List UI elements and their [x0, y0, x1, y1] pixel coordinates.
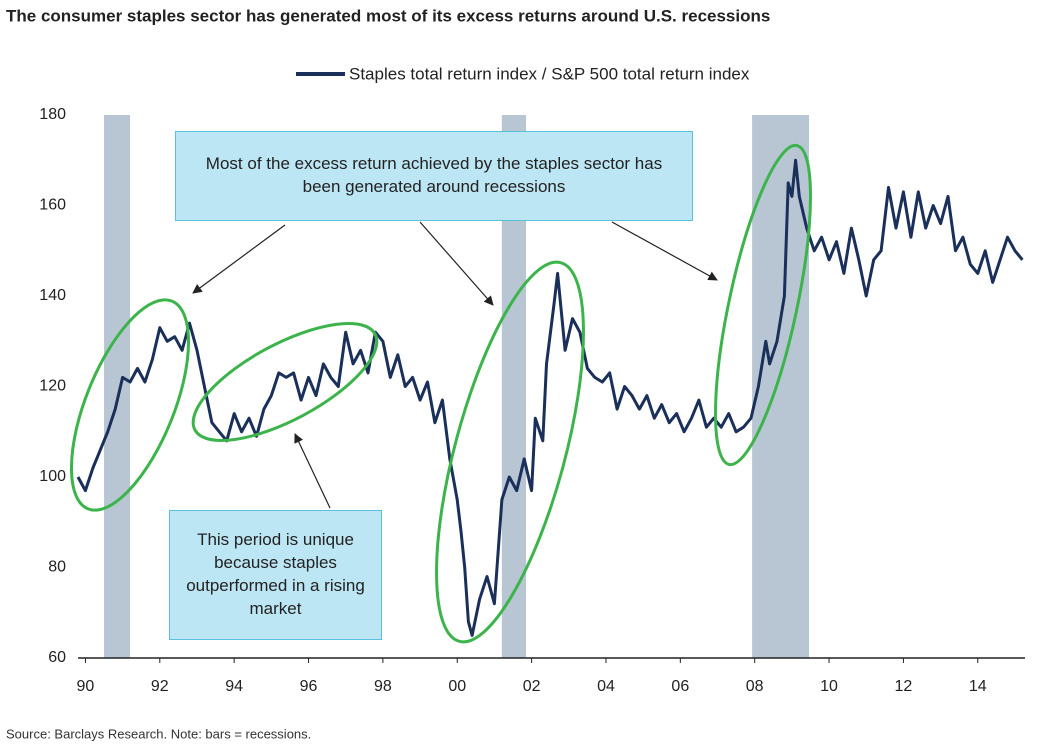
axis-layer: 60 80 100 120 140 160 180 90 92 94 96 98 00 02 04 06 08 1…	[39, 106, 1025, 695]
y-tick-label: 180	[39, 106, 66, 123]
annotation-box: Most of the excess return achieved by th…	[175, 131, 693, 221]
chart-title: The consumer staples sector has generate…	[6, 6, 770, 25]
arrow	[294, 433, 331, 509]
arrow	[419, 221, 494, 306]
y-tick-label: 60	[48, 649, 66, 666]
line-layer	[76, 158, 1024, 637]
ellipse	[69, 298, 191, 512]
x-tick-label: 00	[448, 678, 466, 695]
x-tick-label: 96	[300, 678, 318, 695]
y-tick-label: 140	[39, 287, 66, 304]
annotation-box: This period is unique because staples ou…	[169, 510, 382, 640]
source-note: Source: Barclays Research. Note: bars = …	[6, 726, 311, 741]
x-tick-label: 98	[374, 678, 392, 695]
ellipse	[714, 143, 812, 467]
x-tick-label: 90	[77, 678, 95, 695]
y-tick-label: 100	[39, 468, 66, 485]
x-tick-label: 02	[523, 678, 541, 695]
x-tick-label: 92	[151, 678, 169, 695]
arrows	[192, 221, 718, 509]
y-tick-label: 120	[39, 378, 66, 395]
line-series	[76, 158, 1024, 637]
highlight-ellipses	[69, 143, 812, 644]
arrow	[611, 221, 718, 281]
legend-label: Staples total return index / S&P 500 tot…	[349, 64, 750, 83]
y-tick-label: 80	[48, 559, 66, 576]
x-tick-label: 08	[746, 678, 764, 695]
x-tick-label: 10	[820, 678, 838, 695]
ellipse	[191, 322, 379, 442]
y-tick-label: 160	[39, 197, 66, 214]
x-tick-label: 06	[671, 678, 689, 695]
x-tick-label: 12	[895, 678, 913, 695]
x-tick-label: 94	[225, 678, 243, 695]
recession-bar	[752, 115, 809, 658]
x-tick-label: 04	[597, 678, 615, 695]
recession-bar	[104, 115, 131, 658]
x-tick-label: 14	[969, 678, 987, 695]
arrow	[192, 224, 286, 294]
ellipse	[435, 260, 585, 644]
